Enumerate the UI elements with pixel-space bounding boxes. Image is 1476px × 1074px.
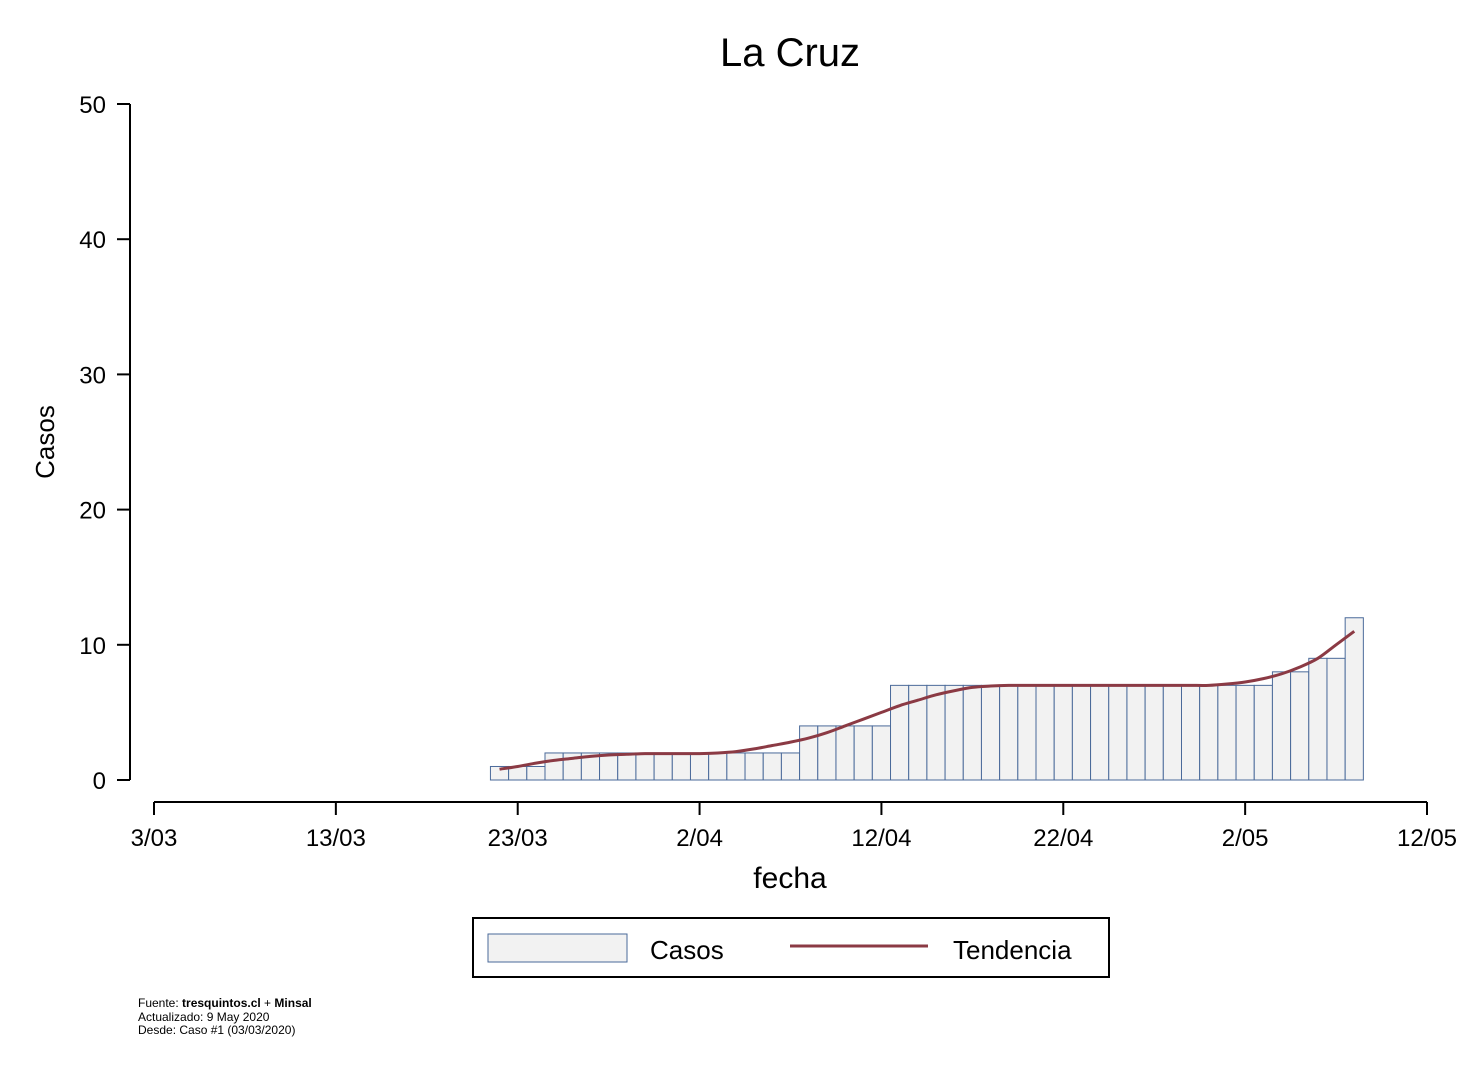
- bar: [871, 725, 892, 781]
- x-tick-label: 12/04: [851, 825, 911, 852]
- bar: [1344, 617, 1364, 781]
- bar: [890, 684, 910, 781]
- bar: [780, 752, 801, 781]
- x-tick-label: 23/03: [488, 825, 548, 852]
- x-tick-label: 13/03: [306, 825, 366, 852]
- bar: [762, 752, 782, 781]
- y-tick-label: 0: [93, 768, 106, 795]
- legend-label-tendencia: Tendencia: [953, 935, 1072, 965]
- bar: [689, 752, 710, 781]
- bar: [1235, 684, 1255, 781]
- bar: [1290, 671, 1310, 781]
- bar: [1162, 684, 1182, 781]
- bar: [1071, 684, 1092, 781]
- legend-swatch-casos: [487, 933, 628, 963]
- y-tick-label: 50: [79, 92, 106, 119]
- x-axis-title: fecha: [753, 862, 827, 895]
- bar: [1053, 684, 1073, 781]
- bar: [1217, 684, 1237, 781]
- bar: [1253, 684, 1273, 781]
- footer-source: Fuente: tresquintos.cl + Minsal: [138, 996, 312, 1010]
- bar: [799, 725, 819, 781]
- bar: [544, 752, 564, 781]
- y-tick-label: 10: [79, 633, 106, 660]
- bar: [853, 725, 873, 781]
- y-axis-title: Casos: [30, 405, 60, 479]
- trend-line: [499, 630, 1356, 771]
- legend: Casos Tendencia: [472, 917, 1110, 978]
- bar: [1126, 684, 1146, 781]
- bar: [1271, 671, 1292, 781]
- bar: [835, 725, 855, 781]
- bar: [962, 684, 982, 781]
- source-minsal: Minsal: [274, 996, 312, 1010]
- x-axis-ticks: 3/03 13/03 23/03 2/04 12/04 22/04 2/05 12/05: [131, 802, 1457, 852]
- x-tick-label: 12/05: [1397, 825, 1457, 852]
- legend-label-casos: Casos: [650, 935, 724, 965]
- footer-since: Desde: Caso #1 (03/03/2020): [138, 1023, 296, 1037]
- bar: [599, 752, 619, 781]
- bar: [1144, 684, 1164, 781]
- footer-notes: Fuente: tresquintos.cl + Minsal Actualiz…: [138, 996, 312, 1038]
- x-tick-label: 3/03: [131, 825, 178, 852]
- y-tick-label: 40: [79, 227, 106, 254]
- bar: [999, 684, 1019, 781]
- bar: [980, 684, 1001, 781]
- y-tick-label: 30: [79, 362, 106, 389]
- bar: [671, 752, 691, 781]
- bar: [926, 684, 946, 781]
- bar: [708, 752, 728, 781]
- x-tick-label: 2/05: [1222, 825, 1269, 852]
- x-tick-label: 2/04: [676, 825, 723, 852]
- bar-series: [489, 617, 1364, 781]
- bar: [635, 752, 655, 781]
- bar: [1308, 657, 1328, 781]
- bar: [944, 684, 964, 781]
- bar: [1180, 684, 1201, 781]
- bar: [1108, 684, 1128, 781]
- bar: [526, 765, 546, 781]
- bar: [1199, 684, 1219, 781]
- source-site: tresquintos.cl: [182, 996, 261, 1010]
- bar: [653, 752, 673, 781]
- y-axis-ticks: 0 10 20 30 40 50: [79, 92, 130, 795]
- x-tick-label: 22/04: [1033, 825, 1093, 852]
- bar: [617, 752, 637, 781]
- footer-updated: Actualizado: 9 May 2020: [138, 1009, 270, 1024]
- bar: [1090, 684, 1110, 781]
- bar: [1017, 684, 1037, 781]
- bar: [744, 752, 764, 781]
- bar: [1326, 657, 1346, 781]
- bar: [726, 752, 746, 781]
- bar: [1035, 684, 1055, 781]
- chart-title: La Cruz: [720, 31, 860, 75]
- y-tick-label: 20: [79, 498, 106, 525]
